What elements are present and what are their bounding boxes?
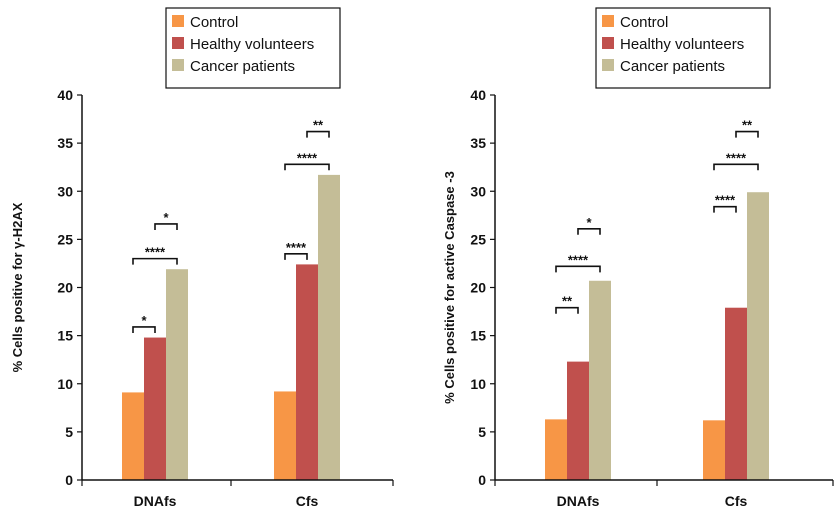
significance-bracket — [284, 253, 308, 260]
significance-label: **** — [297, 150, 318, 165]
y-tick-label: 15 — [470, 328, 486, 344]
legend-swatch — [602, 15, 614, 27]
legend-box — [165, 7, 341, 89]
significance-label: * — [141, 313, 147, 328]
category-label: DNAfs — [134, 493, 177, 509]
significance-bracket — [132, 326, 156, 333]
significance-bracket — [555, 265, 601, 273]
significance-bracket — [284, 163, 330, 171]
y-tick-label: 5 — [65, 424, 73, 440]
legend-swatch — [602, 59, 614, 71]
bar-healthy-volunteers-cfs — [725, 307, 747, 480]
chart-2: 0 5 10 15 20 25 30 35 40 DNAfs Cfs % Cells positive… — [442, 7, 834, 509]
bar-cancer-patients-cfs — [747, 192, 769, 480]
significance-bracket — [577, 227, 601, 235]
y-tick-label: 30 — [470, 183, 486, 199]
y-tick-label: 10 — [57, 376, 73, 392]
y-tick-label: 35 — [57, 135, 73, 151]
significance-label: ** — [562, 294, 573, 309]
significance-bracket — [555, 306, 579, 314]
significance-bracket — [154, 223, 178, 230]
significance-bracket — [713, 205, 737, 213]
bar-cancer-patients-dnafs — [589, 280, 611, 480]
significance-label: ** — [313, 118, 324, 133]
bar-healthy-volunteers-cfs — [296, 264, 318, 480]
category-label: Cfs — [296, 493, 319, 509]
chart-1: 0 5 10 15 20 25 30 35 40 DNAfs Cfs % Cells positive… — [10, 7, 394, 509]
legend-label: Cancer patients — [190, 58, 295, 75]
y-tick-label: 5 — [478, 424, 486, 440]
bar-cancer-patients-dnafs — [166, 269, 188, 480]
y-tick-label: 40 — [57, 87, 73, 103]
significance-label: * — [163, 210, 169, 225]
significance-label: * — [586, 215, 592, 230]
significance-label: **** — [726, 150, 747, 165]
y-tick-label: 25 — [470, 231, 486, 247]
legend-swatch — [172, 15, 184, 27]
legend-label: Healthy volunteers — [620, 36, 744, 53]
bar-healthy-volunteers-dnafs — [567, 361, 589, 480]
legend-box — [595, 7, 771, 89]
legend-swatch — [602, 37, 614, 49]
legend-label: Healthy volunteers — [190, 36, 314, 53]
legend-label: Control — [620, 14, 668, 31]
legend-swatch — [172, 37, 184, 49]
significance-label: **** — [715, 193, 736, 208]
y-tick-label: 10 — [470, 376, 486, 392]
category-label: Cfs — [725, 493, 748, 509]
significance-bracket — [735, 130, 759, 138]
legend: Control Healthy volunteers Cancer patients — [165, 7, 341, 89]
y-axis-label: % Cells positive for active Caspase -3 — [442, 171, 457, 404]
significance-label: **** — [145, 245, 166, 260]
significance-label: **** — [568, 252, 589, 267]
bar-control-dnafs — [122, 392, 144, 480]
legend-label: Cancer patients — [620, 58, 725, 75]
y-tick-label: 40 — [470, 87, 486, 103]
bar-control-dnafs — [545, 419, 567, 480]
bar-cancer-patients-cfs — [318, 174, 340, 480]
significance-bracket — [713, 163, 759, 171]
y-axis-label: % Cells positive for γ-H2AX — [10, 202, 25, 372]
y-tick-label: 15 — [57, 328, 73, 344]
legend-swatch — [172, 59, 184, 71]
y-tick-label: 0 — [65, 472, 73, 488]
significance-label: **** — [286, 240, 307, 255]
y-tick-label: 30 — [57, 183, 73, 199]
y-tick-label: 20 — [470, 280, 486, 296]
y-tick-label: 25 — [57, 231, 73, 247]
bar-healthy-volunteers-dnafs — [144, 337, 166, 480]
significance-bracket — [132, 257, 178, 265]
bar-control-cfs — [703, 420, 725, 480]
y-tick-label: 20 — [57, 280, 73, 296]
bar-control-cfs — [274, 391, 296, 480]
y-tick-label: 0 — [478, 472, 486, 488]
legend: Control Healthy volunteers Cancer patients — [595, 7, 771, 89]
significance-label: ** — [742, 118, 753, 133]
y-tick-label: 35 — [470, 135, 486, 151]
legend-label: Control — [190, 14, 238, 31]
significance-bracket — [306, 130, 330, 138]
category-label: DNAfs — [557, 493, 600, 509]
